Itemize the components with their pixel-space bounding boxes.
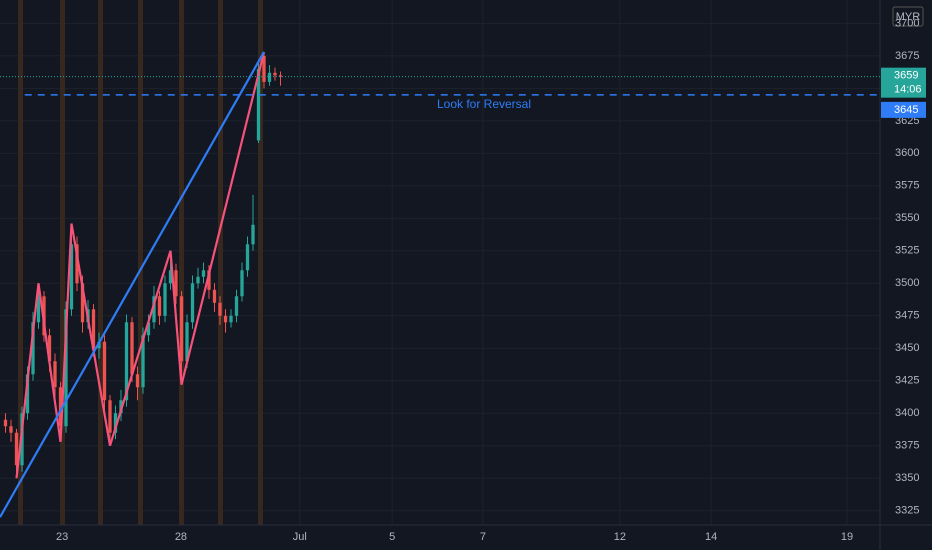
candle-body	[69, 244, 74, 310]
grid	[0, 0, 880, 525]
currency-box[interactable]	[892, 6, 924, 27]
candle-body	[163, 283, 167, 316]
currency: MYR	[896, 11, 921, 23]
candle-body	[223, 315, 228, 323]
candle-body	[25, 374, 30, 414]
y-tick-label: 3450	[895, 342, 919, 354]
session-band	[18, 0, 23, 525]
candle-body	[141, 335, 145, 388]
candle-body	[196, 276, 200, 284]
y-tick-label: 3325	[895, 505, 919, 517]
x-tick-label: 19	[841, 531, 853, 543]
x-tick-label: 5	[389, 531, 395, 543]
candle-body	[201, 270, 206, 277]
candle-body	[251, 224, 255, 245]
candle-body	[157, 296, 162, 316]
level-price: 3645	[894, 104, 918, 116]
session-band	[138, 0, 143, 525]
candle-body	[75, 244, 79, 284]
candle-body	[31, 322, 35, 375]
y-tick-label: 3400	[895, 407, 919, 419]
candle-body	[64, 309, 68, 427]
candle-body	[9, 426, 13, 433]
x-tick-label: 28	[175, 531, 187, 543]
session-band	[218, 0, 223, 525]
candle-body	[245, 244, 250, 271]
x-tick-label: 12	[614, 531, 626, 543]
candle-body	[80, 283, 85, 323]
candle-body	[97, 341, 101, 349]
candle-body	[102, 341, 107, 401]
candle-body	[212, 289, 217, 303]
y-tick-label: 3675	[895, 50, 919, 62]
y-tick-label: 3525	[895, 245, 919, 257]
candle-body	[91, 309, 96, 349]
session-band	[60, 0, 65, 525]
candle-body	[273, 72, 277, 76]
y-tick-label: 3575	[895, 180, 919, 192]
candle-body	[124, 322, 129, 401]
x-tick-label: 14	[705, 531, 717, 543]
candle-body	[36, 296, 41, 323]
y-tick-label: 3600	[895, 147, 919, 159]
candle-body	[218, 302, 222, 316]
x-tick-label: 7	[480, 531, 486, 543]
y-tick-label: 3475	[895, 310, 919, 322]
session-band	[258, 0, 263, 525]
x-tick-label: 23	[56, 531, 68, 543]
trend-line	[15, 51, 266, 479]
level-box	[881, 101, 926, 118]
candle-body	[278, 75, 283, 77]
countdown: 14:06	[894, 84, 922, 96]
candle-body	[234, 296, 239, 316]
session-band	[98, 0, 103, 525]
candle-body	[135, 374, 140, 388]
session-bands	[18, 0, 263, 525]
session-band	[179, 0, 184, 525]
candle-body	[108, 400, 112, 433]
candle-body	[47, 335, 52, 362]
candle-body	[58, 387, 63, 427]
candle-body	[229, 315, 233, 323]
candle-body	[240, 270, 244, 297]
price-box	[881, 67, 926, 98]
candle-body	[14, 432, 19, 466]
candle-body	[179, 296, 184, 362]
candle-body	[130, 322, 134, 375]
x-tick-label: Jul	[293, 531, 307, 543]
candle-body	[174, 270, 178, 297]
y-tick-label: 3425	[895, 375, 919, 387]
candle-body	[3, 419, 8, 427]
candle-body	[113, 413, 118, 433]
candle-body	[262, 55, 266, 82]
candle-body	[190, 283, 195, 323]
candle-body	[256, 68, 261, 141]
candle-body	[53, 361, 57, 388]
candle-body	[152, 296, 156, 323]
candle-body	[185, 322, 189, 362]
y-tick-label: 3375	[895, 440, 919, 452]
candle-body	[267, 72, 272, 82]
y-tick-label: 3700	[895, 17, 919, 29]
price-label: 3659	[894, 70, 918, 82]
y-tick-label: 3350	[895, 472, 919, 484]
candle-body	[207, 270, 211, 290]
candle-body	[146, 322, 151, 336]
candle-body	[168, 270, 173, 284]
y-tick-label: 3500	[895, 277, 919, 289]
y-tick-label: 3550	[895, 212, 919, 224]
level-label: Look for Reversal	[437, 97, 531, 111]
trend-line	[0, 51, 265, 518]
